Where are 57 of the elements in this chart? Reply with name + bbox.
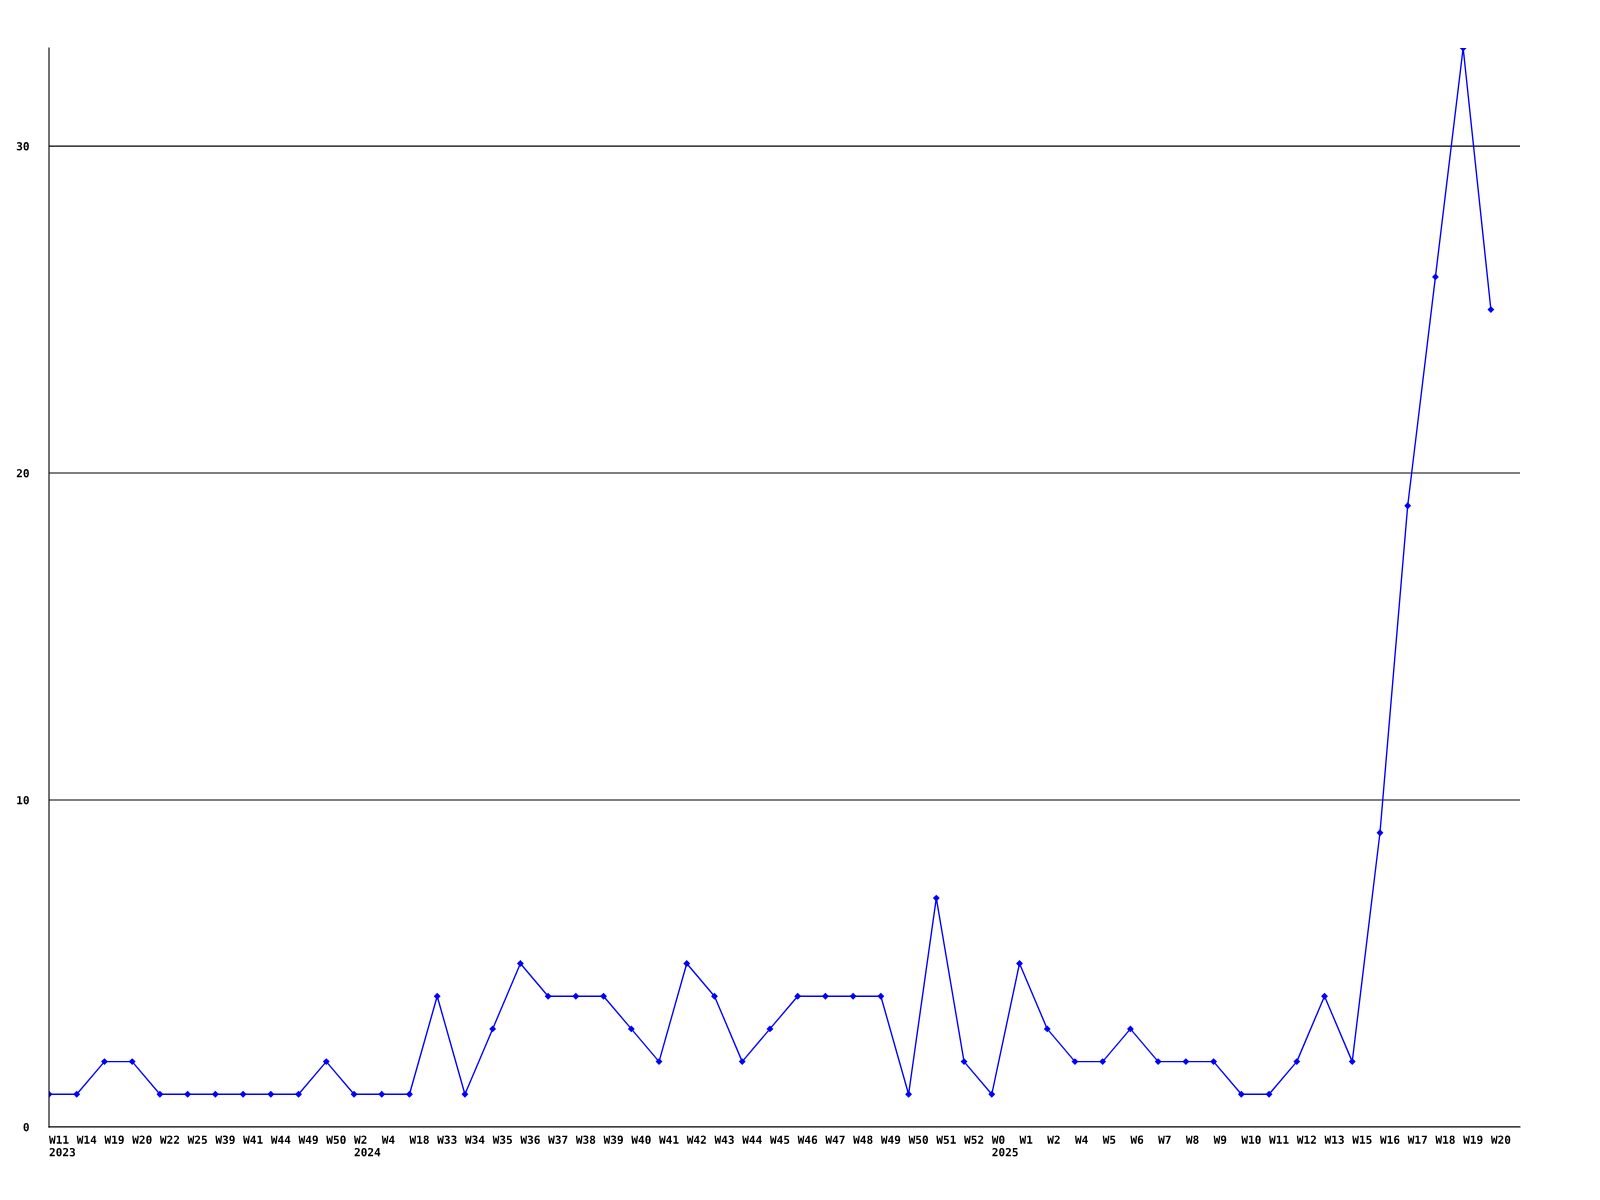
x-tick-label: W17 (1407, 1135, 1427, 1144)
x-tick-label: W45 (769, 1135, 790, 1144)
x-tick-label: W13 (1324, 1135, 1344, 1144)
x-tick-label: W44 (742, 1135, 762, 1144)
x-tick-label: W6 (1130, 1135, 1144, 1144)
x-tick-label: W1 (1019, 1135, 1033, 1144)
x-tick-label: W47 (825, 1135, 845, 1144)
x-tick-label: W19 (104, 1135, 124, 1144)
x-tick-label: W51 (936, 1135, 956, 1144)
x-tick-label: W48 (853, 1135, 873, 1144)
x-tick-label: W50 (908, 1135, 928, 1144)
x-tick-label: W2 2024 (354, 1135, 381, 1157)
x-tick-label: W20 (1490, 1135, 1511, 1144)
y-tick-label: 0 (23, 1122, 29, 1132)
x-tick-label: W15 (1352, 1135, 1372, 1144)
x-tick-label: W18 (409, 1135, 429, 1144)
x-tick-label: W18 (1435, 1135, 1455, 1144)
x-tick-label: W5 (1102, 1135, 1116, 1144)
x-tick-label: W2 (1047, 1135, 1060, 1144)
x-tick-label: W25 (187, 1135, 207, 1144)
x-tick-label: W50 (326, 1135, 346, 1144)
x-tick-label: W43 (714, 1135, 734, 1144)
x-tick-label: W44 (270, 1135, 291, 1144)
x-tick-label: W20 (132, 1135, 152, 1144)
x-tick-label: W11 (1269, 1135, 1289, 1144)
x-tick-label: W41 (243, 1135, 263, 1144)
y-tick-label: 20 (16, 469, 29, 478)
x-tick-label: W37 (548, 1135, 568, 1144)
x-tick-label: W34 (464, 1135, 485, 1144)
y-tick-label: 30 (16, 142, 29, 151)
x-tick-label: W0 2025 (991, 1135, 1018, 1157)
x-tick-label: W19 (1463, 1135, 1483, 1144)
x-tick-label: W46 (797, 1135, 818, 1144)
x-tick-label: W11 2023 (49, 1135, 76, 1157)
x-tick-label: W35 (492, 1135, 512, 1144)
x-tick-label: W42 (686, 1135, 706, 1144)
x-tick-label: W7 (1158, 1135, 1171, 1144)
x-tick-label: W36 (520, 1135, 540, 1144)
x-tick-label: W40 (631, 1135, 651, 1144)
x-tick-label: W33 (437, 1135, 457, 1144)
x-tick-label: W49 (880, 1135, 901, 1144)
x-tick-label: W4 (381, 1135, 395, 1144)
x-tick-label: W38 (575, 1135, 596, 1144)
y-tick-label: 10 (17, 796, 29, 805)
x-tick-label: W52 (964, 1135, 984, 1144)
x-tick-label: W49 (298, 1135, 318, 1144)
x-tick-label: W8 (1185, 1135, 1199, 1144)
x-tick-label: W4 (1074, 1135, 1088, 1144)
x-tick-label: W16 (1379, 1135, 1400, 1144)
x-tick-label: W41 (659, 1135, 679, 1144)
x-tick-label: W39 (603, 1135, 623, 1144)
x-tick-label: W12 (1296, 1135, 1316, 1144)
x-tick-label: W10 (1241, 1135, 1261, 1144)
x-tick-label: W9 (1213, 1135, 1227, 1144)
x-tick-label: W39 (215, 1135, 235, 1144)
x-tick-label: W14 (76, 1135, 97, 1144)
x-tick-label: W22 (159, 1135, 180, 1144)
